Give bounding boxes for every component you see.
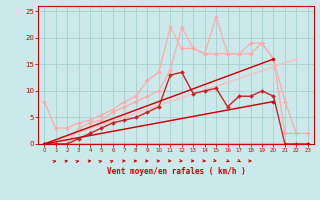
X-axis label: Vent moyen/en rafales ( km/h ): Vent moyen/en rafales ( km/h ) (107, 167, 245, 176)
